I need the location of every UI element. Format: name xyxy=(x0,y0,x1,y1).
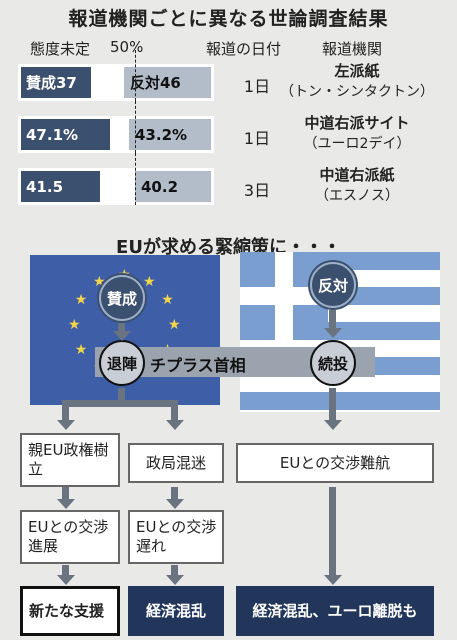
poll-bar: 賛成37 反対46 xyxy=(18,50,214,101)
poll-date: 1日 xyxy=(243,129,271,148)
against-segment: 40.2 xyxy=(135,171,211,202)
arrowhead xyxy=(57,420,75,430)
eu-delay-box: EUとの交渉遅れ xyxy=(128,510,224,564)
outlet-header: 報道機関 xyxy=(322,40,383,58)
connector-trouble-grexit xyxy=(329,487,336,577)
resign-circle: 退陣 xyxy=(99,340,145,386)
eu-progress-box: EUとの交渉進展 xyxy=(20,510,120,564)
star-icon: ★ xyxy=(68,317,81,333)
outlet-name: 中道右派紙 xyxy=(319,166,395,184)
against-circle: 反対 xyxy=(310,262,356,308)
star-icon: ★ xyxy=(143,273,156,290)
poll-date: 1日 xyxy=(243,77,271,96)
favor-segment: 賛成37 xyxy=(21,67,91,98)
poll-bar: 47.1% 43.2% xyxy=(18,101,214,153)
favor-segment: 47.1% xyxy=(21,119,110,150)
half-line xyxy=(135,101,136,153)
outlet-detail: （トン・シンタクトン） xyxy=(280,84,434,100)
continue-circle: 続投 xyxy=(310,340,356,386)
connector-split-right xyxy=(171,400,178,422)
poll-date: 3日 xyxy=(243,181,271,200)
arrowhead xyxy=(113,331,131,341)
arrowhead xyxy=(324,575,342,585)
star-icon: ★ xyxy=(74,342,88,358)
arrowhead xyxy=(324,420,342,430)
star-icon: ★ xyxy=(161,292,174,308)
outlet-name: 中道右派サイト xyxy=(304,114,410,132)
date-header: 報道の日付 xyxy=(206,40,282,58)
favor-circle: 賛成 xyxy=(99,275,145,321)
half-line xyxy=(135,153,136,205)
half-line xyxy=(135,50,136,101)
economic-chaos-box: 経済混乱 xyxy=(128,586,224,636)
connector-split-left xyxy=(62,400,69,422)
against-segment: 43.2% xyxy=(129,119,211,150)
connector-continue-trouble xyxy=(329,388,336,422)
half-label: 50% xyxy=(110,38,144,56)
favor-segment: 41.5 xyxy=(21,171,100,202)
arrowhead xyxy=(57,575,75,585)
connector-resign-split xyxy=(118,388,125,402)
poll-outlet: 左派紙 （トン・シンタクトン） xyxy=(262,61,452,103)
outlet-detail: （エスノス） xyxy=(315,188,399,204)
page-title: 報道機関ごとに異なる世論調査結果 xyxy=(68,8,389,30)
poll-bar: 41.5 40.2 xyxy=(18,153,214,205)
arrowhead xyxy=(324,328,342,338)
arrowhead xyxy=(57,499,75,509)
outlet-name: 左派紙 xyxy=(334,62,380,80)
against-segment: 反対46 xyxy=(124,67,211,98)
pm-label: チプラス首相 xyxy=(150,356,246,375)
outlet-detail: （ユーロ2デイ） xyxy=(303,136,411,152)
star-icon: ★ xyxy=(74,292,88,308)
arrowhead xyxy=(166,499,184,509)
connector xyxy=(171,565,178,577)
undecided-label: 態度未定 xyxy=(30,40,91,58)
economic-chaos-grexit-box: 経済混乱、ユーロ離脱も xyxy=(236,586,434,636)
connector-split-horizontal xyxy=(62,400,178,407)
arrowhead xyxy=(166,420,184,430)
new-aid-box: 新たな支援 xyxy=(20,586,120,636)
connector-favor-resign xyxy=(118,323,125,333)
eu-negotiation-trouble-box: EUとの交渉難航 xyxy=(236,443,434,483)
poll-outlet: 中道右派サイト （ユーロ2デイ） xyxy=(262,113,452,155)
arrowhead xyxy=(166,575,184,585)
pro-eu-gov-box: 親EU政権樹立 xyxy=(20,433,120,487)
star-icon: ★ xyxy=(168,317,181,333)
connector xyxy=(171,487,178,501)
poll-outlet: 中道右派紙 （エスノス） xyxy=(262,165,452,207)
connector-against-continue xyxy=(329,310,336,330)
connector xyxy=(62,487,69,501)
turmoil-box: 政局混迷 xyxy=(128,443,224,483)
connector xyxy=(62,565,69,577)
